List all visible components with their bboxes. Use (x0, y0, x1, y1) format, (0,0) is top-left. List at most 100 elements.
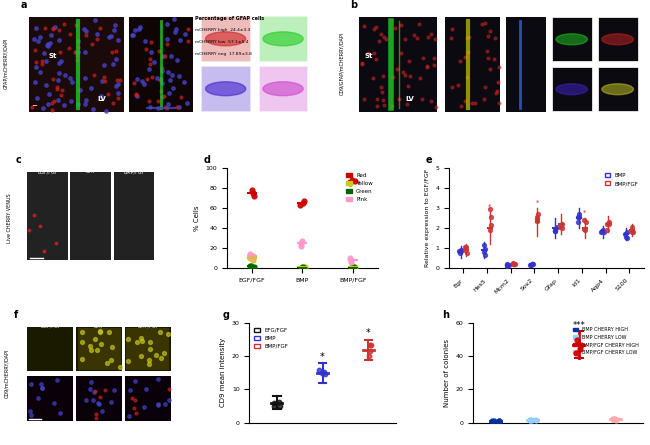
Point (155, 328, 165, 335)
Point (109, 27, 119, 34)
Point (144, 360, 154, 367)
Point (455, 250, 465, 257)
Point (422, 63, 432, 70)
Point (72, 53, 83, 60)
Point (417, 95, 427, 102)
Point (106, 356, 116, 363)
Point (596, 229, 606, 236)
Legend: BMP CHERRY HIGH, BMP CHERRY LOW, BMP/FGF CHERRY HIGH, BMP/FGF CHERRY LOW: BMP CHERRY HIGH, BMP CHERRY LOW, BMP/FGF… (571, 325, 641, 356)
Point (526, 260, 537, 267)
Text: ***: *** (573, 321, 585, 330)
Point (298, 199, 308, 206)
Point (26, 380, 36, 388)
Point (112, 36, 123, 43)
Point (627, 223, 637, 231)
Point (81, 396, 92, 404)
Point (129, 377, 140, 384)
Point (77, 338, 87, 345)
Point (377, 88, 387, 95)
Point (320, 370, 330, 377)
Point (51, 239, 61, 247)
Point (268, 400, 279, 407)
Point (142, 75, 153, 82)
Point (130, 26, 140, 33)
Point (34, 33, 45, 40)
Point (494, 99, 504, 106)
FancyBboxPatch shape (27, 172, 68, 260)
Point (104, 328, 114, 335)
Point (248, 190, 258, 197)
Point (55, 57, 66, 65)
Point (166, 71, 177, 78)
Point (245, 252, 255, 259)
Point (372, 102, 383, 109)
Point (27, 104, 38, 111)
Text: *: * (536, 200, 539, 206)
Circle shape (602, 34, 634, 45)
Point (112, 76, 123, 83)
Point (604, 218, 614, 226)
Point (152, 74, 162, 81)
Point (89, 72, 99, 79)
Point (73, 101, 84, 108)
Point (105, 398, 116, 405)
Point (174, 104, 184, 111)
Point (71, 49, 81, 56)
Point (147, 74, 157, 81)
Point (573, 218, 584, 225)
FancyBboxPatch shape (359, 17, 437, 112)
Point (111, 56, 122, 63)
Point (151, 352, 161, 359)
Point (129, 405, 139, 412)
Point (357, 61, 367, 68)
Point (510, 261, 520, 268)
Point (299, 264, 309, 271)
FancyBboxPatch shape (506, 17, 546, 112)
Point (103, 33, 114, 40)
Text: St: St (365, 53, 373, 59)
Point (454, 248, 465, 255)
FancyBboxPatch shape (129, 17, 192, 112)
Point (93, 400, 103, 407)
Circle shape (556, 84, 588, 95)
Point (508, 259, 518, 267)
Point (80, 101, 90, 108)
FancyBboxPatch shape (70, 172, 111, 260)
Point (456, 247, 467, 254)
Point (157, 64, 167, 71)
Point (318, 368, 329, 376)
Y-axis label: % Cells: % Cells (194, 205, 200, 231)
Point (620, 231, 630, 238)
Point (464, 34, 474, 41)
Point (526, 416, 537, 423)
Point (125, 386, 135, 393)
Point (36, 58, 47, 65)
Point (138, 80, 149, 87)
Point (621, 233, 631, 240)
Point (579, 227, 590, 234)
Point (127, 395, 137, 402)
Point (92, 35, 102, 42)
Point (39, 247, 49, 254)
Point (42, 41, 52, 49)
Point (347, 263, 358, 271)
Point (131, 90, 142, 97)
Point (627, 229, 638, 236)
Point (155, 87, 166, 94)
Text: e: e (426, 155, 432, 165)
Point (59, 102, 70, 109)
Point (299, 198, 309, 205)
Point (39, 50, 49, 57)
Point (363, 49, 373, 57)
Text: *: * (366, 328, 370, 338)
Point (164, 386, 174, 393)
Point (91, 411, 101, 418)
Point (157, 68, 168, 75)
Point (479, 84, 489, 91)
Point (43, 101, 53, 108)
Point (107, 49, 117, 56)
Point (532, 215, 542, 222)
Circle shape (602, 84, 634, 95)
Point (462, 48, 473, 55)
Point (627, 228, 637, 235)
